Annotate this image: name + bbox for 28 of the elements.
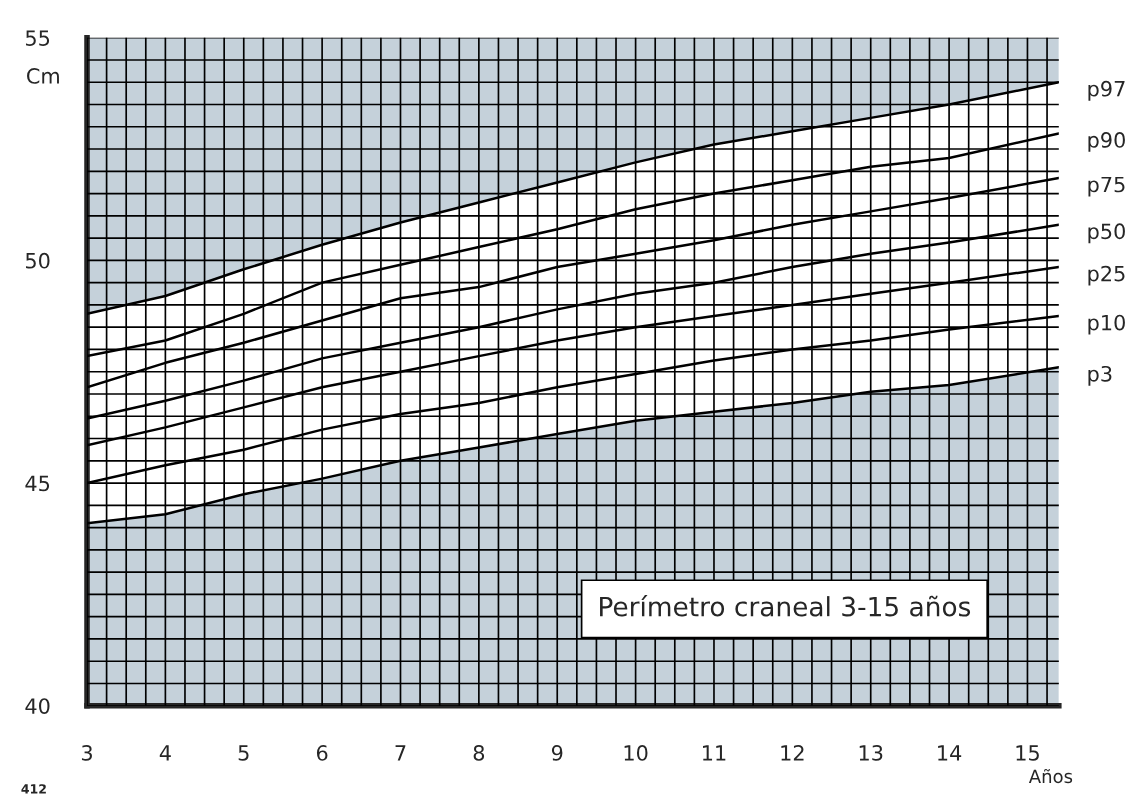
text: Perímetro craneal 3-15 años (600, 595, 971, 617)
x-tick-label: 3 (81, 745, 92, 761)
x-tick-label: 10 (624, 745, 648, 761)
x-tick-label: 7 (395, 745, 406, 761)
series-label: p3 (1088, 365, 1112, 386)
x-tick-label: 9 (551, 745, 563, 761)
y-axis-title: Cm (27, 68, 59, 84)
x-tick-label: 4 (159, 745, 171, 761)
series-label: p90 (1088, 132, 1125, 152)
y-tick-label: 55 (26, 30, 50, 46)
x-tick-label: 5 (238, 745, 249, 761)
series-label: p50 (1088, 223, 1125, 244)
series-label: p75 (1088, 176, 1125, 197)
x-tick-label: 14 (938, 745, 962, 761)
y-tick-label: 40 (25, 698, 50, 714)
x-tick-label: 15 (1016, 745, 1039, 761)
series-label: p25 (1088, 265, 1125, 286)
x-tick-label: 8 (473, 745, 485, 761)
x-tick-label: 12 (781, 745, 804, 761)
x-axis-title: Años (1028, 768, 1073, 784)
text: 412 (21, 784, 46, 794)
x-tick-label: 11 (703, 745, 726, 761)
series-label: p10 (1088, 314, 1125, 335)
y-tick-label: 50 (26, 252, 50, 269)
x-tick-label: 6 (316, 745, 328, 761)
x-tick-label: 13 (859, 745, 883, 761)
series-label: p97 (1088, 80, 1125, 101)
y-tick-label: 45 (25, 475, 50, 492)
